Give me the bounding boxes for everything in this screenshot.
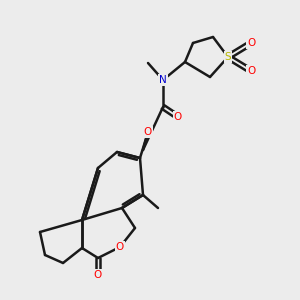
- Text: O: O: [94, 270, 102, 280]
- Text: O: O: [116, 242, 124, 252]
- Text: O: O: [247, 66, 255, 76]
- Text: O: O: [247, 38, 255, 48]
- Text: O: O: [144, 127, 152, 137]
- Text: O: O: [174, 112, 182, 122]
- Text: S: S: [225, 52, 231, 62]
- Text: N: N: [159, 75, 167, 85]
